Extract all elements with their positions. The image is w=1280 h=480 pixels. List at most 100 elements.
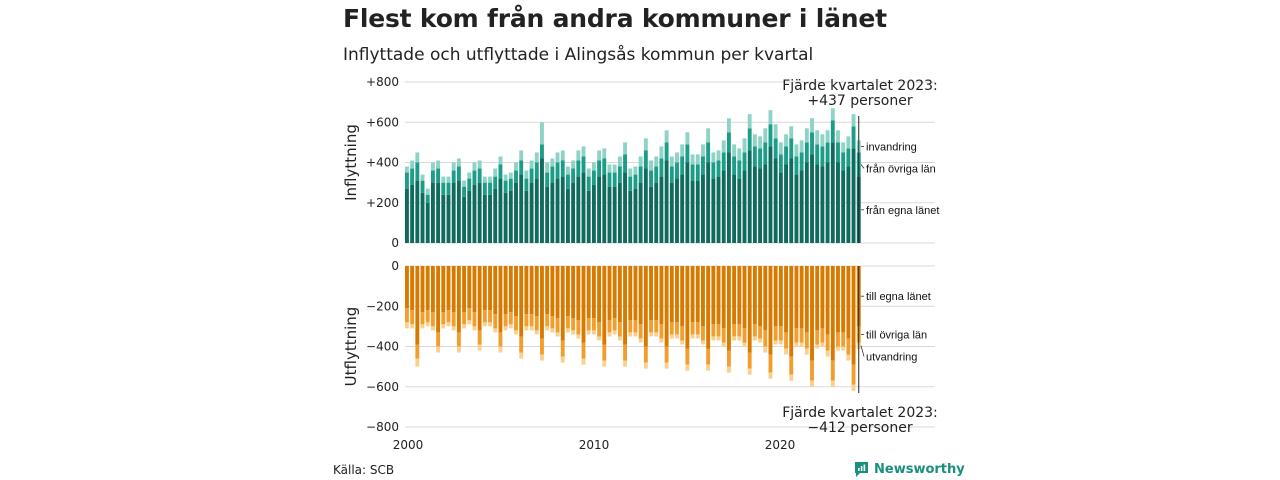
bar [472, 266, 477, 313]
bar [778, 326, 783, 341]
bar [690, 334, 695, 339]
bar [758, 338, 763, 343]
bar [534, 316, 539, 331]
bar [534, 330, 539, 335]
bar [498, 346, 503, 353]
bar [830, 120, 835, 143]
bar [675, 152, 679, 163]
bar [617, 156, 622, 167]
bar [794, 144, 799, 157]
bar [571, 182, 576, 244]
bar [493, 176, 498, 189]
bar [768, 124, 773, 147]
bar [602, 148, 607, 159]
bar [695, 154, 700, 165]
bar [555, 332, 560, 337]
bar [462, 324, 467, 329]
bar [430, 182, 435, 244]
bar [576, 320, 581, 335]
bar [472, 184, 477, 243]
bar [581, 266, 586, 343]
bar [586, 330, 591, 335]
bar [638, 166, 643, 183]
bar [446, 310, 451, 323]
bar [503, 326, 508, 331]
bar [638, 324, 643, 339]
bar [752, 266, 757, 325]
bar [799, 328, 804, 343]
bar [758, 266, 763, 327]
bar [451, 266, 456, 313]
bar [695, 322, 700, 335]
bar [794, 328, 799, 343]
bar [550, 182, 555, 244]
annotation-title: Fjärde kvartalet 2023: [782, 405, 938, 421]
bar [405, 188, 409, 243]
bar [675, 334, 679, 339]
y-tick-label: −400 [366, 340, 399, 354]
bar [503, 174, 508, 181]
bar [789, 138, 794, 159]
bar [519, 352, 524, 359]
bar [815, 130, 820, 145]
chart-title: Flest kom från andra kommuner i länet [343, 4, 887, 33]
bar [768, 372, 773, 379]
bar [659, 266, 664, 325]
bar [591, 318, 596, 331]
bar [851, 364, 856, 385]
bar [467, 178, 472, 191]
bar [721, 170, 726, 243]
bar [836, 130, 840, 143]
bar [514, 330, 518, 335]
bar [524, 326, 529, 331]
bar [726, 266, 731, 351]
bar [810, 360, 814, 381]
bar [514, 266, 518, 317]
bar [586, 318, 591, 331]
bar [591, 330, 596, 335]
bar [690, 154, 695, 165]
bar [721, 152, 726, 171]
bar [550, 328, 555, 333]
bar [695, 334, 700, 339]
bar [586, 266, 591, 319]
bar [685, 132, 690, 145]
bar [540, 354, 544, 361]
bar [410, 184, 415, 243]
bar [841, 142, 846, 153]
bar [711, 162, 716, 179]
bar [768, 110, 773, 125]
bar [565, 316, 570, 329]
bar [649, 266, 653, 321]
bar [508, 312, 513, 325]
bar [789, 158, 794, 243]
bar [643, 150, 648, 169]
y-tick-label: 0 [391, 236, 399, 250]
bar [789, 374, 794, 381]
bar [810, 154, 814, 243]
bar [649, 170, 653, 187]
bar [643, 362, 648, 369]
bar [721, 140, 726, 153]
bar [446, 266, 451, 311]
bar [560, 150, 565, 161]
bar [675, 322, 679, 335]
bar [737, 160, 742, 179]
bar [540, 158, 544, 243]
bar [519, 150, 524, 161]
bar [607, 186, 612, 243]
bar [529, 266, 534, 315]
bar [430, 326, 435, 331]
bar [836, 332, 840, 347]
bar [498, 178, 503, 243]
bar [695, 266, 700, 323]
bar [446, 322, 451, 327]
series-label: till övriga län [866, 329, 927, 341]
bar [420, 266, 425, 313]
bar [430, 312, 435, 327]
bar [534, 178, 539, 243]
bar [534, 162, 539, 179]
bar [752, 146, 757, 167]
bar [726, 350, 731, 367]
bar [716, 150, 721, 161]
